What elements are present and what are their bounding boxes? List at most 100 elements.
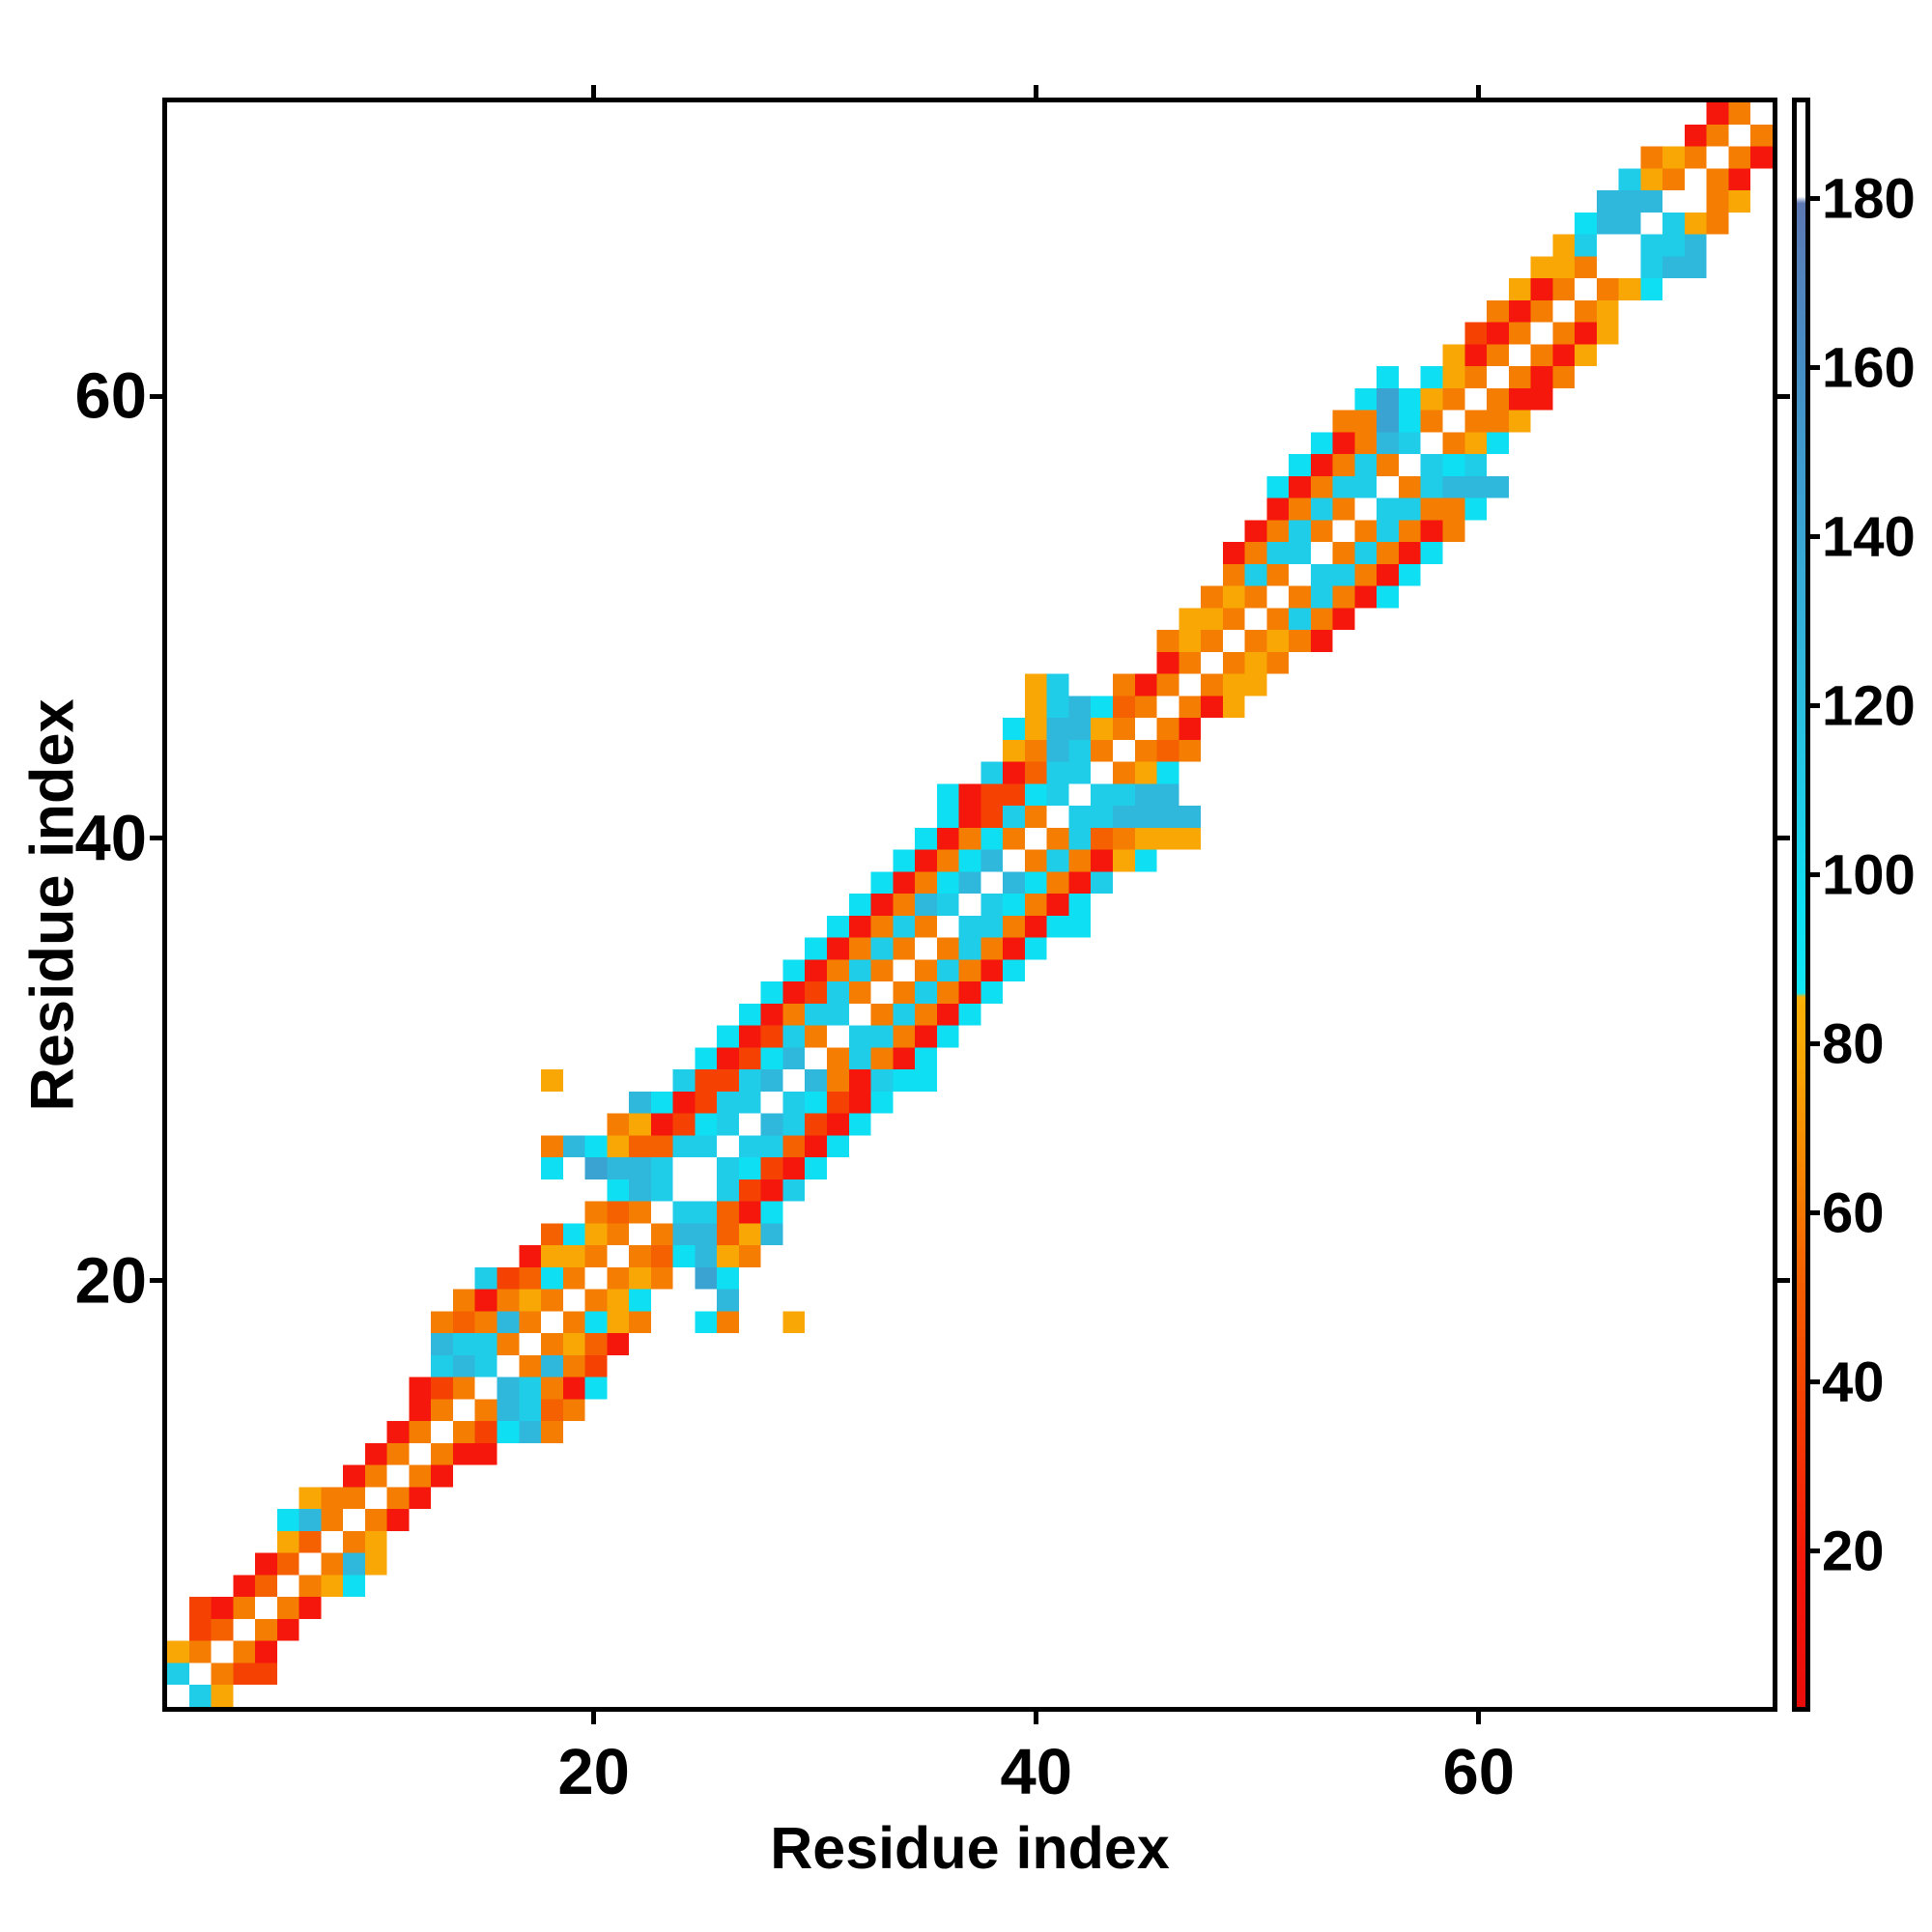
heatmap-cell	[474, 1289, 497, 1312]
heatmap-cell	[1289, 454, 1311, 476]
heatmap-cell	[915, 1025, 937, 1048]
heatmap-cell	[211, 1618, 234, 1641]
heatmap-cell	[672, 1091, 696, 1114]
heatmap-cell	[386, 1509, 410, 1531]
heatmap-cell	[629, 1179, 651, 1202]
colorbar-tick-label: 40	[1822, 1350, 1885, 1414]
heatmap-cell	[650, 1223, 673, 1246]
heatmap-cell	[717, 1289, 739, 1312]
heatmap-cell	[1640, 278, 1663, 300]
heatmap-cell	[298, 1575, 322, 1598]
heatmap-cell	[562, 1333, 585, 1355]
heatmap-cell	[893, 1069, 916, 1092]
y-tick-label: 60	[74, 359, 147, 433]
heatmap-cell	[805, 1091, 828, 1114]
heatmap-cell	[805, 981, 828, 1004]
heatmap-cell	[1091, 696, 1113, 719]
heatmap-cell	[958, 937, 981, 960]
heatmap-cell	[1377, 563, 1399, 586]
heatmap-cell	[1530, 344, 1553, 367]
heatmap-cell	[1179, 651, 1202, 674]
heatmap-cell	[1222, 542, 1245, 564]
colorbar-tick-mark	[1810, 872, 1820, 878]
heatmap-cell	[276, 1530, 299, 1553]
heatmap-cell	[782, 1091, 806, 1114]
heatmap-cell	[827, 1091, 849, 1114]
heatmap-cell	[760, 1223, 783, 1246]
heatmap-cell	[188, 1618, 212, 1641]
heatmap-cell	[893, 894, 916, 916]
heatmap-cell	[562, 1266, 585, 1290]
heatmap-cell	[1266, 542, 1290, 564]
heatmap-cell	[607, 1157, 630, 1179]
heatmap-cell	[584, 1135, 608, 1158]
heatmap-cell	[1420, 542, 1443, 564]
heatmap-cell	[1464, 432, 1488, 455]
heatmap-cell	[541, 1157, 563, 1179]
heatmap-cell	[1156, 827, 1179, 850]
heatmap-cell	[431, 1354, 453, 1378]
heatmap-cell	[1377, 497, 1399, 521]
heatmap-cell	[409, 1421, 432, 1443]
heatmap-cell	[738, 1223, 761, 1246]
heatmap-cell	[1156, 630, 1179, 652]
heatmap-cell	[805, 1135, 828, 1158]
heatmap-cell	[717, 1245, 739, 1267]
heatmap-cell	[409, 1377, 432, 1400]
heatmap-cell	[1156, 673, 1179, 696]
heatmap-cell	[717, 1201, 739, 1224]
heatmap-cell	[760, 1201, 783, 1224]
colorbar-tick-mark	[1810, 1379, 1820, 1385]
heatmap-cell	[1684, 234, 1707, 257]
heatmap-cell	[452, 1377, 475, 1400]
heatmap-cell	[848, 959, 871, 982]
colorbar-tick-label: 120	[1822, 674, 1916, 738]
heatmap-cell	[1244, 585, 1267, 609]
heatmap-cell	[1003, 761, 1025, 784]
y-tick-mark	[150, 393, 162, 399]
heatmap-cell	[717, 1047, 739, 1070]
heatmap-cell	[1332, 563, 1355, 586]
heatmap-cell	[1354, 454, 1378, 476]
heatmap-cell	[607, 1179, 630, 1202]
heatmap-cell	[1134, 806, 1157, 828]
heatmap-cell	[1046, 718, 1069, 740]
heatmap-cell	[1024, 806, 1047, 828]
heatmap-cell	[893, 849, 916, 872]
heatmap-cell	[980, 761, 1004, 784]
heatmap-cell	[1398, 497, 1421, 521]
colorbar-tick-mark	[1810, 196, 1820, 202]
heatmap-cell	[1024, 915, 1047, 938]
heatmap-cell	[1575, 256, 1597, 279]
heatmap-cell	[343, 1552, 365, 1576]
heatmap-cell	[893, 937, 916, 960]
heatmap-cell	[1464, 475, 1488, 498]
heatmap-cell	[1156, 739, 1179, 762]
heatmap-cell	[562, 1377, 585, 1400]
heatmap-cell	[519, 1421, 542, 1443]
heatmap-cell	[1420, 454, 1443, 476]
heatmap-cell	[1112, 783, 1135, 807]
heatmap-cell	[848, 1025, 871, 1048]
heatmap-cell	[1420, 520, 1443, 543]
heatmap-cell	[1420, 475, 1443, 498]
heatmap-cell	[1530, 256, 1553, 279]
heatmap-cell	[936, 849, 959, 872]
heatmap-cell	[1684, 256, 1707, 279]
heatmap-cell	[1046, 849, 1069, 872]
heatmap-cell	[1552, 256, 1576, 279]
heatmap-cell	[1508, 278, 1531, 300]
heatmap-cell	[738, 1047, 761, 1070]
heatmap-cell	[276, 1552, 299, 1576]
heatmap-cell	[1134, 783, 1157, 807]
heatmap-cell	[1487, 432, 1509, 455]
heatmap-cell	[1046, 915, 1069, 938]
heatmap-cell	[1552, 278, 1576, 300]
heatmap-cell	[650, 1157, 673, 1179]
heatmap-cell	[1552, 234, 1576, 257]
heatmap-cell	[1442, 475, 1465, 498]
heatmap-cell	[629, 1311, 651, 1334]
heatmap-cell	[1464, 454, 1488, 476]
heatmap-cell	[474, 1442, 497, 1465]
